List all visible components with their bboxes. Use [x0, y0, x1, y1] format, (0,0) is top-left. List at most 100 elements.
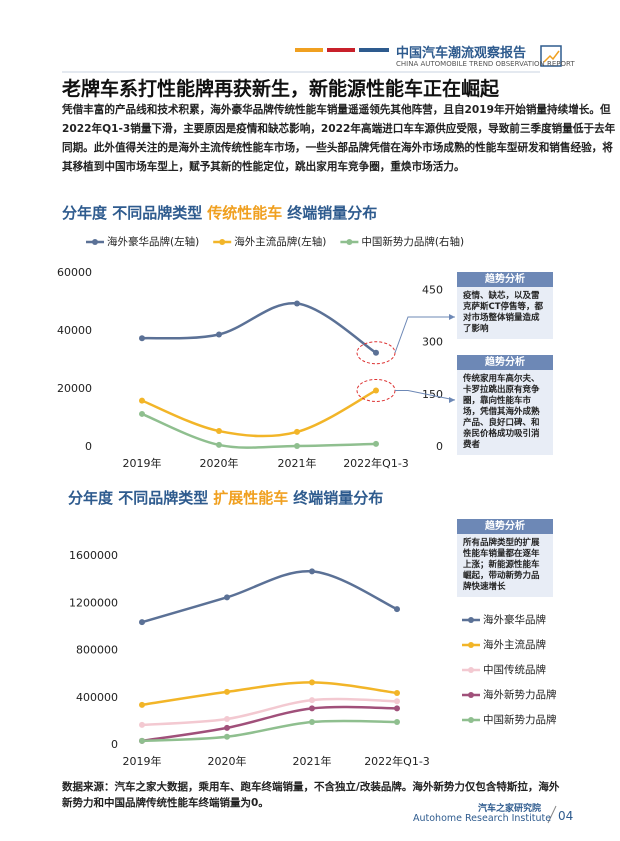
note-text: 所有品牌类型的扩展性能车销量都在逐年上涨；新能源性能车崛起，带动新势力品牌快速增…	[457, 534, 553, 597]
point	[139, 737, 145, 744]
title-part: 扩展性能车	[213, 489, 289, 507]
callout-arrow	[394, 316, 455, 353]
point	[216, 331, 222, 338]
x-tick-label: 2022年Q1-3	[364, 754, 430, 768]
legend-swatch	[468, 642, 474, 648]
point	[139, 410, 145, 417]
header-subtitle: CHINA AUTOMOBILE TREND OBSERVATION REPOR…	[396, 60, 575, 68]
point	[373, 440, 379, 447]
callout-arrow	[449, 314, 455, 320]
title-part: 分年度 不同品牌类型	[62, 204, 203, 222]
legend-swatch	[92, 239, 98, 245]
point	[309, 718, 315, 725]
y-tick-label: 1600000	[69, 549, 118, 562]
point	[216, 428, 222, 435]
point	[224, 716, 230, 723]
footer-brand-en: Autohome Research Institute	[413, 813, 552, 824]
point	[309, 697, 315, 704]
section-title: 分年度 不同品牌类型 扩展性能车 终端销量分布	[68, 487, 388, 508]
header-title: 中国汽车潮流观察报告	[396, 46, 527, 61]
point	[309, 568, 315, 575]
y2-tick-label: 150	[422, 388, 443, 401]
point	[394, 606, 400, 613]
series-line	[141, 412, 377, 449]
trend-note: 趋势分析 所有品牌类型的扩展性能车销量都在逐年上涨；新能源性能车崛起，带动新势力品…	[457, 519, 553, 597]
legend-label: 海外豪华品牌(左轴)	[107, 235, 199, 248]
point	[373, 349, 379, 356]
footer-brand: 汽车之家研究院	[478, 804, 542, 814]
legend-label: 中国传统品牌	[483, 663, 546, 676]
note-title: 趋势分析	[457, 355, 553, 370]
point	[224, 594, 230, 601]
point	[294, 428, 300, 435]
point	[139, 397, 145, 404]
series-line	[141, 681, 398, 707]
legend-swatch	[468, 667, 474, 673]
legend-label: 中国新势力品牌	[483, 713, 557, 726]
header-icon	[543, 50, 560, 63]
x-tick-label: 2021年	[293, 754, 332, 768]
title-part: 终端销量分布	[287, 204, 378, 222]
point	[373, 387, 379, 394]
point	[224, 733, 230, 740]
point	[224, 688, 230, 695]
page-number: 04	[558, 809, 574, 823]
point	[224, 724, 230, 731]
note-title: 趋势分析	[457, 519, 553, 534]
legend-label: 海外豪华品牌	[483, 613, 546, 626]
point	[394, 705, 400, 712]
legend-label: 中国新势力品牌(右轴)	[361, 235, 464, 248]
trend-note: 趋势分析 疫情、缺芯，以及雷克萨斯CT停售等，都对市场整体销量造成了影响	[457, 272, 553, 339]
note-title: 趋势分析	[457, 272, 553, 287]
point	[394, 690, 400, 697]
legend-label: 海外新势力品牌	[483, 688, 557, 701]
series-line	[141, 705, 398, 743]
footer-slash	[547, 805, 557, 824]
note-text: 疫情、缺芯，以及雷克萨斯CT停售等，都对市场整体销量造成了影响	[457, 287, 553, 339]
title-part: 分年度 不同品牌类型	[68, 489, 209, 507]
x-tick-label: 2021年	[278, 456, 317, 470]
point	[394, 718, 400, 725]
legend-swatch	[346, 239, 353, 245]
header-bar	[359, 48, 389, 52]
title-part: 终端销量分布	[293, 489, 384, 507]
y-tick-label: 800000	[76, 644, 118, 657]
legend-label: 海外主流品牌(左轴)	[234, 235, 326, 248]
y2-tick-label: 300	[422, 336, 443, 349]
point	[294, 442, 300, 449]
y-tick-label: 60000	[57, 266, 92, 279]
callout-arrow	[395, 389, 456, 401]
callout-arrow	[449, 397, 455, 403]
point	[216, 441, 222, 448]
section-title: 分年度 不同品牌类型 传统性能车 终端销量分布	[62, 202, 382, 223]
y-tick-label: 40000	[57, 324, 92, 337]
point	[139, 721, 145, 728]
point	[294, 300, 300, 307]
header-bar	[295, 48, 323, 52]
header-bar	[327, 48, 355, 52]
trend-note: 趋势分析 传统家用车高尔夫、卡罗拉跳出原有竞争圈，靠向性能车市场，凭借其海外成熟产…	[457, 355, 553, 455]
point	[394, 698, 400, 705]
y-tick-label: 1200000	[69, 596, 118, 609]
legend-swatch	[468, 717, 474, 723]
y-tick-label: 0	[111, 738, 118, 751]
title-part: 传统性能车	[207, 204, 283, 222]
series-line	[141, 697, 398, 727]
point	[139, 335, 145, 342]
headline: 老牌车系打性能牌再获新生，新能源性能车正在崛起	[62, 78, 500, 100]
legend-swatch	[468, 617, 474, 623]
source-note: 数据来源：汽车之家大数据，乘用车、跑车终端销量，不含独立/改装品牌。海外新势力仅…	[62, 781, 560, 809]
note-text: 传统家用车高尔夫、卡罗拉跳出原有竞争圈，靠向性能车市场，凭借其海外成熟产品、良好…	[457, 370, 553, 455]
legend-label: 海外主流品牌	[483, 638, 546, 651]
point	[139, 619, 145, 626]
y2-tick-label: 0	[436, 440, 443, 453]
point	[139, 701, 145, 708]
point	[309, 679, 315, 686]
x-tick-label: 2020年	[208, 754, 247, 768]
header-icon	[540, 45, 562, 67]
series-line	[141, 570, 398, 624]
y-tick-label: 400000	[76, 691, 118, 704]
series-line	[141, 719, 398, 743]
